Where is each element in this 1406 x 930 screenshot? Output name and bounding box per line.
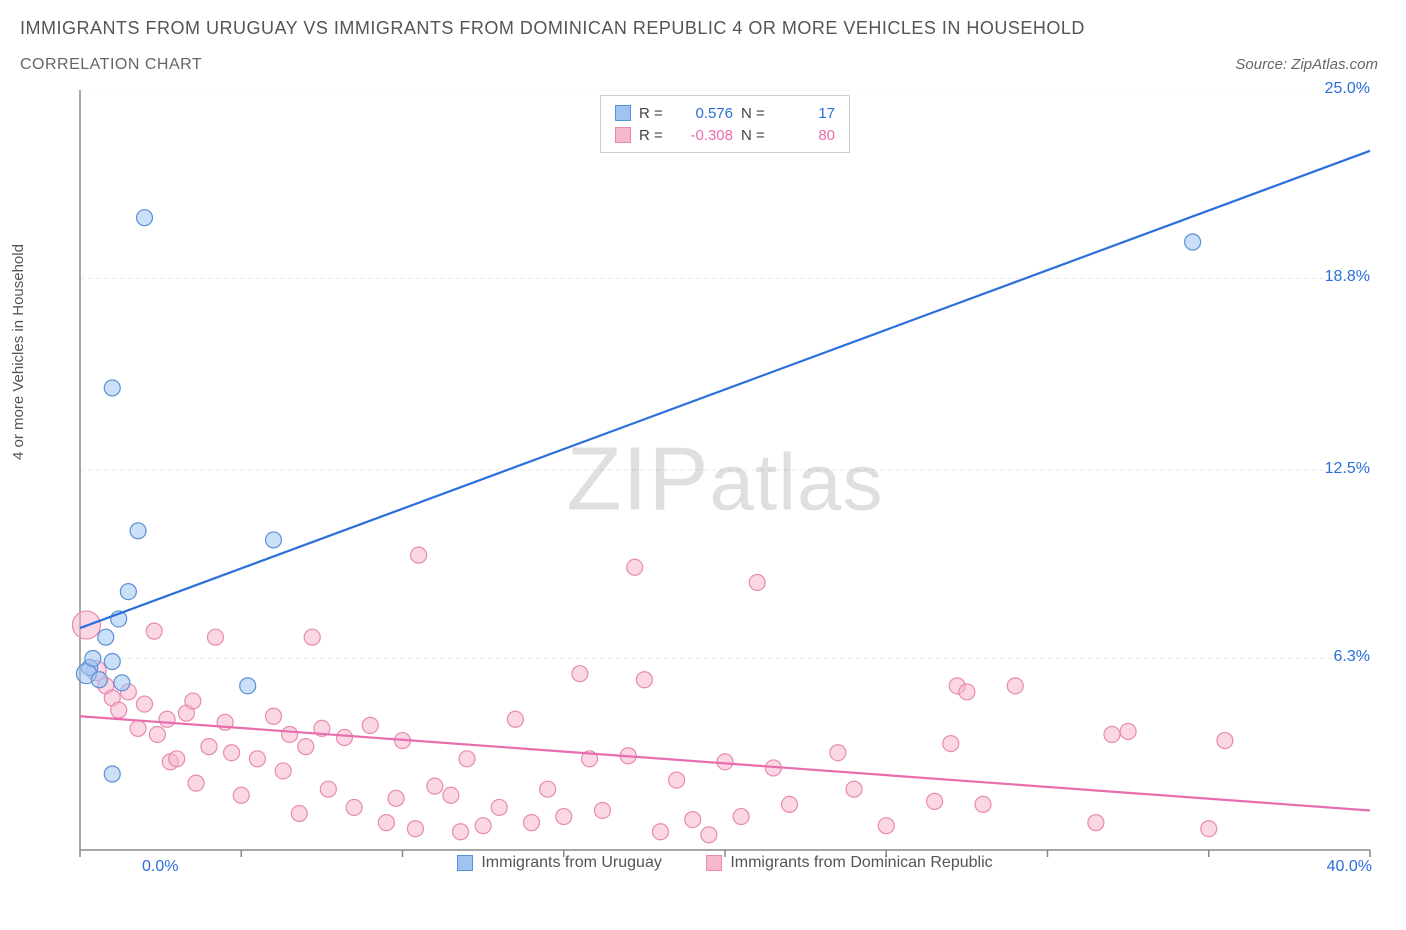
legend-swatch-dominican (706, 855, 722, 871)
y-tick-label: 18.8% (1325, 268, 1370, 286)
source-name: ZipAtlas.com (1291, 56, 1378, 73)
n-label: N = (741, 127, 771, 144)
n-value-dominican: 80 (779, 127, 835, 144)
chart-title-line2: CORRELATION CHART (20, 56, 202, 74)
legend-swatch-uruguay (457, 855, 473, 871)
y-axis-label: 4 or more Vehicles in Household (10, 244, 27, 460)
r-value-dominican: -0.308 (677, 127, 733, 144)
series-legend: Immigrants from Uruguay Immigrants from … (70, 854, 1380, 876)
n-value-uruguay: 17 (779, 105, 835, 122)
y-tick-label: 6.3% (1334, 648, 1370, 666)
y-tick-label: 25.0% (1325, 80, 1370, 98)
source-attribution: Source: ZipAtlas.com (1235, 56, 1378, 73)
scatter-plot-svg (70, 90, 1380, 870)
page-root: IMMIGRANTS FROM URUGUAY VS IMMIGRANTS FR… (0, 0, 1406, 930)
legend-swatch-dominican (615, 127, 631, 143)
r-label: R = (639, 127, 669, 144)
legend-swatch-uruguay (615, 105, 631, 121)
source-prefix: Source: (1235, 56, 1291, 73)
y-tick-label: 12.5% (1325, 460, 1370, 478)
correlation-legend: R = 0.576 N = 17 R = -0.308 N = 80 (600, 95, 850, 153)
chart-area: ZIPatlas R = 0.576 N = 17 R = -0.308 N =… (70, 90, 1380, 870)
legend-label-dominican: Immigrants from Dominican Republic (730, 854, 992, 872)
r-label: R = (639, 105, 669, 122)
legend-row-dominican: R = -0.308 N = 80 (615, 124, 835, 146)
legend-label-uruguay: Immigrants from Uruguay (481, 854, 662, 872)
r-value-uruguay: 0.576 (677, 105, 733, 122)
n-label: N = (741, 105, 771, 122)
chart-title-line1: IMMIGRANTS FROM URUGUAY VS IMMIGRANTS FR… (20, 18, 1085, 39)
legend-row-uruguay: R = 0.576 N = 17 (615, 102, 835, 124)
legend-item-uruguay: Immigrants from Uruguay (457, 854, 662, 872)
legend-item-dominican: Immigrants from Dominican Republic (706, 854, 992, 872)
